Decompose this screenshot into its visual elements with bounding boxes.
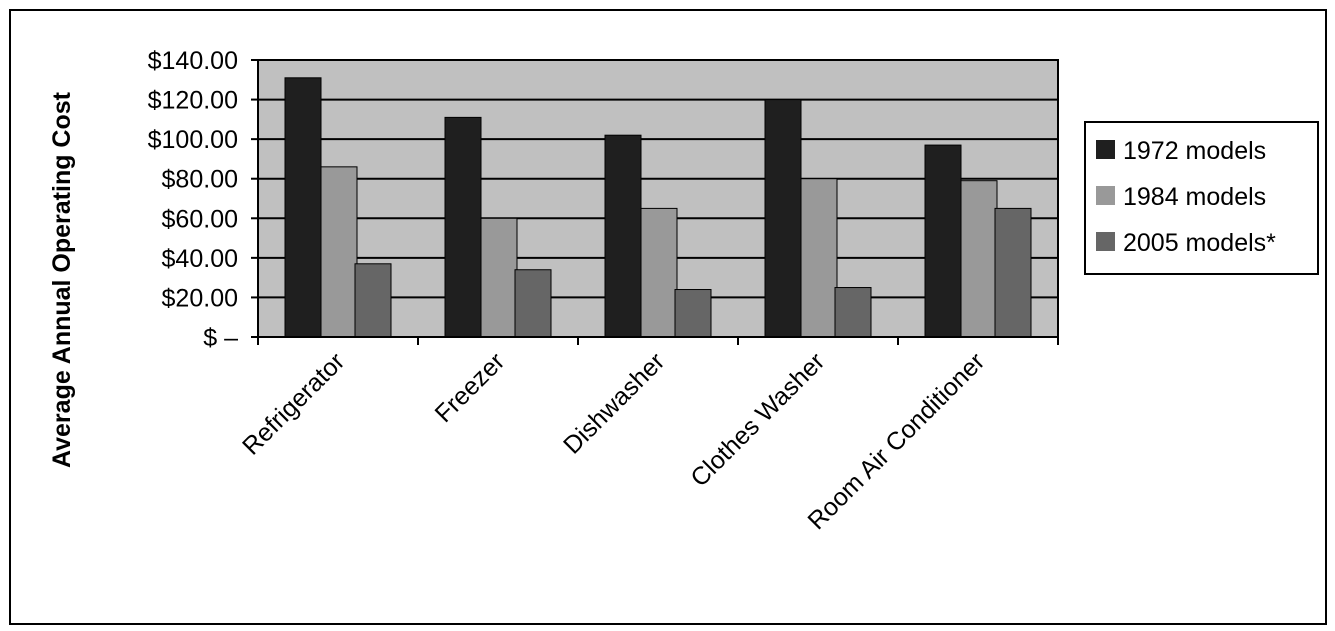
y-tick-label: $140.00 xyxy=(148,47,238,75)
y-tick-label: $100.00 xyxy=(148,126,238,154)
bar xyxy=(924,144,962,338)
legend-swatch xyxy=(1096,232,1115,251)
bar xyxy=(674,289,712,338)
legend-label: 1984 models xyxy=(1123,183,1266,211)
axes xyxy=(251,59,1059,345)
bars xyxy=(284,77,1032,338)
y-tick-labels: $ – $20.00 $40.00 $60.00 $80.00 $100.00 $120.0… xyxy=(148,47,238,352)
x-category-label: Dishwasher xyxy=(558,347,670,459)
y-tick-label: $40.00 xyxy=(162,245,238,273)
legend-swatch xyxy=(1096,186,1115,205)
y-axis-title: Average Annual Operating Cost xyxy=(48,91,76,468)
bar xyxy=(764,99,802,338)
bar xyxy=(994,207,1032,338)
legend-box xyxy=(1084,121,1319,275)
legend-label: 2005 models* xyxy=(1123,229,1276,257)
x-category-label: Room Air Conditioner xyxy=(802,347,990,535)
bar xyxy=(960,180,998,338)
legend-label: 1972 models xyxy=(1123,137,1266,165)
y-tick-label: $80.00 xyxy=(162,166,238,194)
x-category-label: Refrigerator xyxy=(237,347,350,460)
bar xyxy=(284,77,322,338)
bar xyxy=(800,178,838,338)
bar xyxy=(354,263,392,338)
bar xyxy=(834,287,872,338)
y-tick-label: $20.00 xyxy=(162,284,238,312)
y-tick-label: $60.00 xyxy=(162,205,238,233)
x-category-label: Freezer xyxy=(430,347,511,428)
bar xyxy=(640,207,678,338)
bar xyxy=(514,269,552,338)
y-tick-label: $120.00 xyxy=(148,87,238,115)
x-category-label: Clothes Washer xyxy=(685,347,830,492)
bar xyxy=(320,166,358,338)
bar xyxy=(480,217,518,338)
x-tick-labels: Refrigerator Freezer Dishwasher Clothes Was… xyxy=(237,347,990,535)
legend: 1972 models 1984 models 2005 models* xyxy=(1084,121,1319,275)
bar xyxy=(604,134,642,338)
bar xyxy=(444,116,482,338)
legend-swatch xyxy=(1096,140,1115,159)
y-tick-label: $ – xyxy=(203,324,238,352)
